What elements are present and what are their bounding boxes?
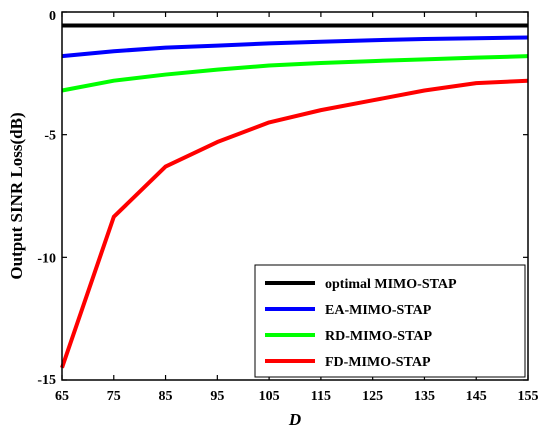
x-tick-label: 115 <box>311 389 331 404</box>
x-tick-label: 125 <box>362 389 383 404</box>
plot-frame <box>61 11 529 381</box>
x-tick-label: 105 <box>259 389 280 404</box>
x-tick-label: 145 <box>466 389 487 404</box>
x-tick-label: 155 <box>518 389 539 404</box>
legend-label-optimal-mimo-stap: optimal MIMO-STAP <box>325 277 457 292</box>
x-axis-label: D <box>288 410 301 429</box>
x-axis-ticks: 65 75 85 95 105 115 125 135 145 155 <box>55 12 539 404</box>
y-tick-label: -5 <box>44 129 56 144</box>
y-tick-label: -15 <box>37 373 56 388</box>
legend: optimal MIMO-STAP EA-MIMO-STAP RD-MIMO-STA… <box>254 264 526 378</box>
x-tick-label: 135 <box>414 389 435 404</box>
y-axis-label: Output SINR Loss(dB) <box>7 112 26 279</box>
y-tick-label: 0 <box>49 9 56 24</box>
x-tick-label: 65 <box>55 389 69 404</box>
series-line-rd-mimo-stap <box>61 54 529 93</box>
y-tick-label: -10 <box>37 251 56 266</box>
legend-label-fd-mimo-stap: FD-MIMO-STAP <box>325 355 431 370</box>
x-tick-label: 95 <box>210 389 224 404</box>
x-tick-label: 75 <box>107 389 121 404</box>
legend-label-rd-mimo-stap: RD-MIMO-STAP <box>325 329 433 344</box>
legend-label-ea-mimo-stap: EA-MIMO-STAP <box>325 303 432 318</box>
series-layer <box>60 23 529 369</box>
x-tick-label: 85 <box>159 389 173 404</box>
series-line-ea-mimo-stap <box>61 35 529 59</box>
y-axis-ticks: 0 -5 -10 -15 <box>37 9 528 388</box>
series-line-fd-mimo-stap <box>60 78 529 369</box>
legend-items: optimal MIMO-STAP EA-MIMO-STAP RD-MIMO-STA… <box>265 277 457 370</box>
